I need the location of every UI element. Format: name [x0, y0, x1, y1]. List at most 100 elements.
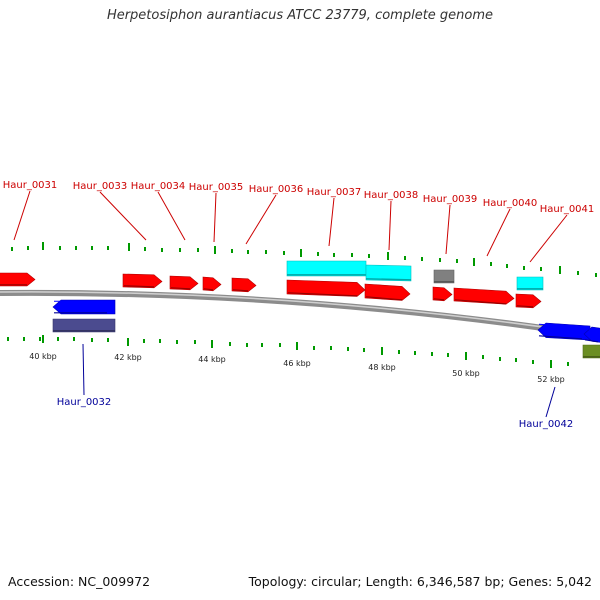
gene-arrow: [432, 286, 453, 302]
gene-arrow-highlight: [170, 276, 191, 279]
gene-arrow-highlight: [287, 280, 358, 285]
gene-arrow: [364, 283, 411, 301]
leader-top-9: [529, 214, 568, 263]
leader-top-3: [213, 192, 217, 243]
feature-track: [0, 260, 600, 359]
feature-box-shade: [365, 278, 412, 281]
gene-feature-14: [52, 299, 116, 315]
gene-arrow-shade: [232, 289, 249, 292]
scale-label-2: 44 kbp: [198, 355, 226, 364]
gene-label-top-2: Haur_0034: [131, 181, 186, 192]
gene-labels: Haur_0031 Haur_0033 Haur_0034 Haur_0035 Haur…: [3, 180, 595, 430]
gene-arrow-highlight: [123, 274, 155, 277]
scale-labels: 40 kbp 42 kbp 44 kbp 46 kbp 48 kbp 50 kbp 52 k…: [29, 352, 565, 384]
leader-top-5: [328, 197, 335, 247]
genome-backbone: [0, 289, 600, 340]
gene-arrow-shade: [538, 335, 583, 340]
leader-top-1: [99, 191, 147, 241]
leader-bottom-1: [545, 386, 556, 418]
gene-arrow-shade: [203, 288, 214, 291]
gene-label-top-0: Haur_0031: [3, 180, 58, 191]
gene-label-top-4: Haur_0036: [249, 184, 304, 195]
gene-label-top-9: Haur_0041: [540, 204, 595, 215]
gene-label-top-3: Haur_0035: [189, 182, 244, 193]
feature-box: [433, 269, 455, 284]
accession-text: Accession: NC_009972: [8, 574, 151, 589]
gene-feature-2: [169, 275, 199, 291]
rna-feature-18: [582, 344, 600, 359]
rna-feature-5: [286, 260, 367, 277]
rna-feature-7: [433, 269, 455, 284]
gene-label-bottom-0: Haur_0032: [57, 397, 112, 408]
gene-feature-17: [583, 326, 600, 343]
scale-label-6: 52 kbp: [537, 375, 565, 384]
gene-arrow-shade: [584, 339, 599, 343]
leader-bottom-0: [82, 343, 85, 396]
genome-backbone-highlight: [0, 291, 600, 337]
gene-feature-10: [364, 283, 411, 301]
gene-feature-12: [453, 287, 515, 305]
leader-top-7: [445, 204, 451, 255]
gene-arrow-shade: [454, 299, 507, 305]
gene-label-top-5: Haur_0037: [307, 187, 362, 198]
leader-top-6: [388, 200, 392, 251]
gene-arrow-shade: [123, 285, 155, 288]
gene-arrow-highlight: [433, 287, 445, 290]
gene-arrow-shade: [170, 287, 191, 290]
rna-feature-15: [52, 318, 116, 333]
feature-box: [52, 318, 116, 333]
gene-arrow-shade: [287, 292, 358, 297]
leader-top-0: [13, 190, 31, 241]
scale-label-0: 40 kbp: [29, 352, 57, 361]
leader-top-8: [486, 208, 511, 257]
feature-box: [582, 344, 600, 359]
gene-arrow: [52, 299, 116, 315]
genome-title: Herpetosiphon aurantiacus ATCC 23779, co…: [106, 8, 494, 23]
gene-feature-1: [122, 273, 163, 289]
rna-feature-8: [516, 276, 544, 291]
gene-feature-11: [432, 286, 453, 302]
gene-feature-4: [231, 277, 257, 293]
gene-label-top-7: Haur_0039: [423, 194, 478, 205]
gene-arrow-shade: [433, 298, 445, 301]
gene-feature-13: [515, 293, 542, 309]
gene-arrow: [202, 276, 222, 292]
gene-arrow: [0, 272, 36, 287]
gene-label-top-6: Haur_0038: [364, 190, 419, 201]
rna-feature-6: [365, 264, 412, 282]
gene-label-bottom-1: Haur_0042: [519, 419, 574, 430]
gene-arrow: [453, 287, 515, 305]
gene-arrow-highlight: [516, 294, 534, 297]
gene-arrow: [122, 273, 163, 289]
gene-arrow-highlight: [538, 323, 583, 328]
scale-label-1: 42 kbp: [114, 353, 142, 362]
feature-box: [516, 276, 544, 291]
gene-label-top-1: Haur_0033: [73, 181, 128, 192]
leader-top-2: [157, 191, 186, 241]
gene-arrow-shade: [516, 305, 534, 308]
genome-summary-text: Topology: circular; Length: 6,346,587 bp…: [248, 574, 592, 589]
gene-label-top-8: Haur_0040: [483, 198, 538, 209]
label-leaders: [13, 190, 568, 418]
gene-feature-0: [0, 272, 36, 287]
scale-label-4: 48 kbp: [368, 363, 396, 372]
gene-arrow: [169, 275, 199, 291]
gene-arrow-highlight: [584, 327, 599, 331]
gene-arrow-highlight: [454, 288, 507, 294]
gene-arrow: [515, 293, 542, 309]
gene-arrow: [231, 277, 257, 293]
scale-label-5: 50 kbp: [452, 369, 480, 378]
gene-arrow-highlight: [365, 284, 403, 289]
gene-arrow-shade: [365, 296, 403, 301]
gene-arrow-highlight: [203, 277, 214, 280]
leader-top-4: [245, 194, 277, 245]
feature-box: [286, 260, 367, 277]
gene-feature-9: [286, 279, 366, 297]
gene-arrow: [583, 326, 600, 343]
gene-feature-3: [202, 276, 222, 292]
scale-label-3: 46 kbp: [283, 359, 311, 368]
gene-feature-16: [537, 322, 591, 341]
feature-box: [365, 264, 412, 282]
gene-arrow-highlight: [232, 278, 249, 281]
